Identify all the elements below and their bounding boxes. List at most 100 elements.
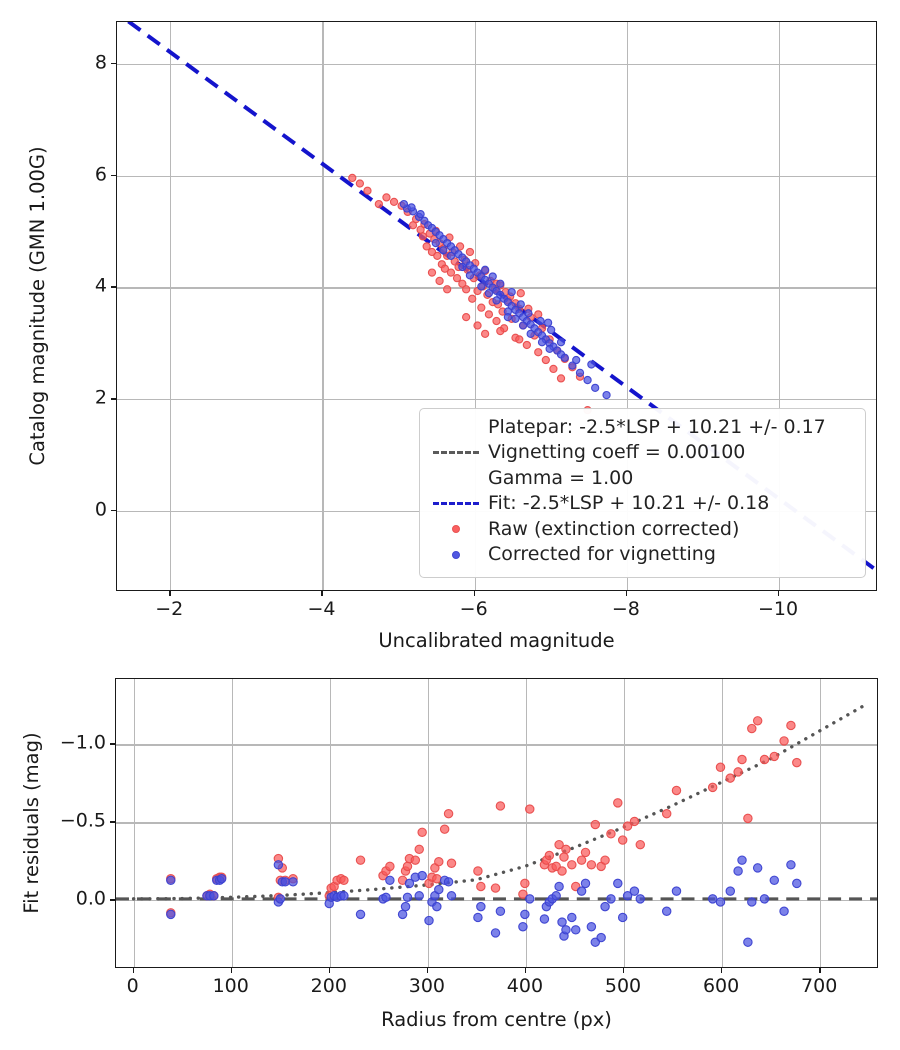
data-point-raw	[389, 197, 399, 207]
gridline-horizontal	[117, 63, 876, 65]
data-point-raw	[707, 782, 718, 793]
x-tick-label: 300	[408, 975, 445, 997]
data-point-corrected	[288, 877, 298, 887]
y-tick-label: 8	[94, 51, 107, 74]
data-point-corrected	[580, 878, 591, 889]
data-point-corrected	[275, 894, 286, 904]
data-point-corrected	[355, 909, 366, 920]
data-point-raw	[446, 268, 456, 277]
data-point-raw	[576, 855, 587, 865]
data-point-raw	[556, 374, 566, 383]
data-point-raw	[549, 364, 558, 374]
data-point-raw	[476, 881, 486, 892]
x-tick-mark	[321, 591, 323, 596]
data-point-raw	[544, 850, 555, 861]
data-point-corrected	[446, 891, 457, 901]
vignetting-curve	[131, 702, 869, 901]
data-point-raw	[606, 829, 616, 839]
data-point-raw	[443, 285, 452, 294]
x-tick-label: 0	[126, 975, 139, 997]
data-point-raw	[348, 173, 357, 183]
legend-label: Raw (extinction corrected)	[488, 517, 740, 540]
data-point-corrected	[458, 262, 467, 272]
data-point-raw	[418, 232, 428, 241]
x-tick-label: 500	[604, 975, 642, 997]
legend-dashed-blue-icon	[433, 502, 479, 505]
data-point-corrected	[792, 878, 802, 889]
legend-label: Corrected for vignetting	[488, 543, 716, 565]
data-point-corrected	[273, 860, 284, 870]
data-point-raw	[747, 723, 757, 734]
data-point-raw	[433, 251, 442, 261]
gridline-horizontal	[116, 822, 877, 824]
data-point-raw	[600, 855, 610, 865]
x-tick-label: 100	[212, 975, 249, 997]
data-point-raw	[432, 874, 442, 884]
data-point-raw	[635, 839, 646, 850]
x-tick-mark	[230, 968, 233, 973]
y-tick-mark	[111, 62, 116, 65]
data-point-corrected	[570, 925, 581, 935]
data-point-corrected	[769, 875, 780, 886]
data-point-raw	[786, 720, 796, 731]
data-point-corrected	[404, 878, 415, 889]
data-point-raw	[752, 716, 763, 726]
fit-residuals-plot	[115, 678, 878, 968]
data-point-corrected	[539, 914, 550, 924]
data-point-corrected	[587, 360, 596, 369]
y-tick-mark	[110, 899, 115, 901]
data-point-corrected	[414, 891, 424, 901]
y-tick-mark	[110, 821, 115, 823]
y-tick-label: −0.5	[59, 809, 106, 832]
data-point-corrected	[465, 271, 475, 280]
data-point-corrected	[402, 892, 413, 903]
legend-handle-fit	[432, 495, 480, 513]
data-point-corrected	[280, 877, 290, 887]
data-point-corrected	[575, 368, 585, 377]
data-point-corrected	[434, 884, 444, 895]
data-point-raw	[567, 860, 577, 870]
x-tick-mark	[819, 968, 821, 973]
data-point-corrected	[583, 375, 592, 385]
gridline-horizontal	[116, 900, 877, 902]
data-point-corrected	[484, 289, 494, 298]
data-point-corrected	[518, 321, 528, 330]
x-tick-mark	[328, 968, 331, 973]
data-point-raw	[496, 326, 505, 336]
x-tick-label: −2	[155, 598, 184, 620]
data-point-corrected	[477, 282, 486, 291]
data-point-corrected	[417, 870, 427, 881]
data-point-corrected	[492, 296, 501, 305]
data-point-corrected	[166, 909, 176, 920]
data-point-raw	[516, 289, 525, 298]
x-tick-mark	[524, 968, 527, 973]
data-point-corrected	[166, 875, 176, 886]
y-tick-label: 0	[94, 498, 107, 521]
data-point-corrected	[537, 338, 547, 347]
data-point-raw	[385, 861, 395, 872]
x-tick-label: −4	[307, 598, 336, 620]
data-point-raw	[462, 313, 471, 322]
legend: Platepar: -2.5*LSP + 10.21 +/- 0.17 Vigne…	[419, 408, 866, 578]
y-axis-label-top: Catalog magnitude (GMN 1.00G)	[26, 146, 49, 466]
data-point-corrected	[779, 906, 789, 916]
legend-handle-empty	[432, 418, 480, 436]
data-point-raw	[737, 754, 747, 765]
y-tick-label: 0.0	[75, 887, 106, 910]
legend-label: Vignetting coeff = 0.00100	[488, 441, 746, 463]
data-point-corrected	[431, 238, 440, 248]
data-point-corrected	[556, 338, 566, 347]
data-point-raw	[661, 808, 672, 819]
data-point-corrected	[518, 922, 528, 932]
legend-handle-corrected	[432, 546, 480, 564]
data-point-corrected	[525, 894, 535, 904]
data-point-raw	[462, 285, 471, 294]
y-tick-label: −1.0	[59, 731, 106, 754]
data-point-corrected	[424, 915, 434, 926]
data-point-raw	[515, 335, 524, 344]
legend-entry-fit: Fit: -2.5*LSP + 10.21 +/- 0.18	[420, 492, 865, 516]
data-point-corrected	[561, 925, 571, 935]
data-point-raw	[484, 310, 494, 319]
data-point-raw	[355, 179, 365, 188]
data-point-corrected	[596, 932, 606, 943]
